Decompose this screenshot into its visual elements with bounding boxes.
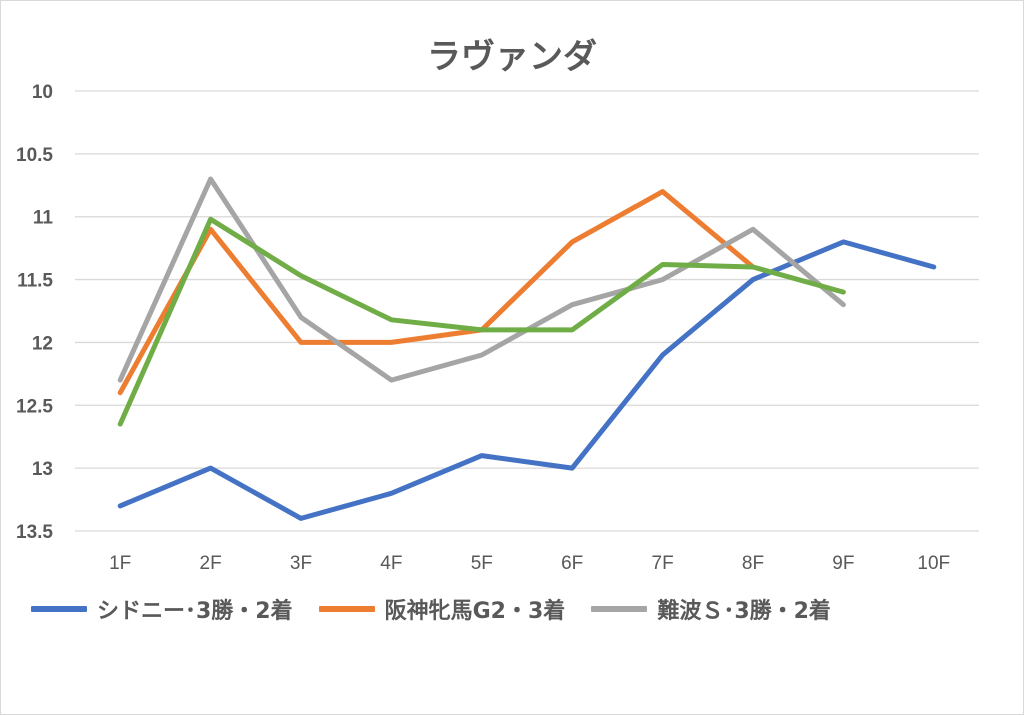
legend-label-series-3: 難波Ｓ･3勝・2着 — [657, 599, 831, 624]
y-tick-label: 13.5 — [16, 522, 53, 543]
legend-item-series-1: シドニー･3勝・2着 — [31, 593, 293, 625]
legend-swatch-series-3 — [591, 606, 648, 612]
legend-item-series-3: 難波Ｓ･3勝・2着 — [591, 593, 831, 625]
y-tick-label: 11.5 — [17, 271, 53, 292]
legend-swatch-series-2 — [318, 606, 375, 612]
x-tick-label: 2F — [200, 553, 222, 574]
series-line-2 — [117, 189, 756, 396]
series-line-1 — [117, 239, 937, 521]
legend-swatch-series-1 — [31, 606, 87, 612]
y-tick-label: 12.5 — [16, 396, 53, 417]
x-tick-label: 8F — [742, 553, 764, 574]
y-tick-label: 12 — [32, 333, 53, 354]
x-tick-label: 3F — [290, 553, 312, 574]
legend-label-series-1: シドニー･3勝・2着 — [97, 599, 293, 624]
x-tick-label: 10F — [917, 553, 950, 574]
x-tick-label: 1F — [109, 553, 131, 574]
x-tick-label: 9F — [832, 553, 854, 574]
series-line-3 — [117, 176, 846, 383]
x-tick-label: 6F — [561, 553, 583, 574]
x-tick-label: 4F — [380, 553, 402, 574]
legend-item-series-2: 阪神牝馬G2・3着 — [318, 593, 566, 625]
x-tick-label: 5F — [471, 553, 493, 574]
y-tick-label: 10.5 — [16, 145, 53, 166]
legend-label-series-2: 阪神牝馬G2・3着 — [384, 599, 566, 624]
y-tick-label: 11 — [33, 208, 54, 229]
series-line-4 — [117, 216, 846, 427]
y-tick-label: 10 — [32, 82, 53, 103]
legend: シドニー･3勝・2着 阪神牝馬G2・3着 難波Ｓ･3勝・2着 — [31, 593, 831, 625]
y-tick-label: 13 — [32, 459, 53, 480]
chart-title: ラヴァンダ — [427, 37, 597, 77]
x-tick-label: 7F — [652, 553, 674, 574]
